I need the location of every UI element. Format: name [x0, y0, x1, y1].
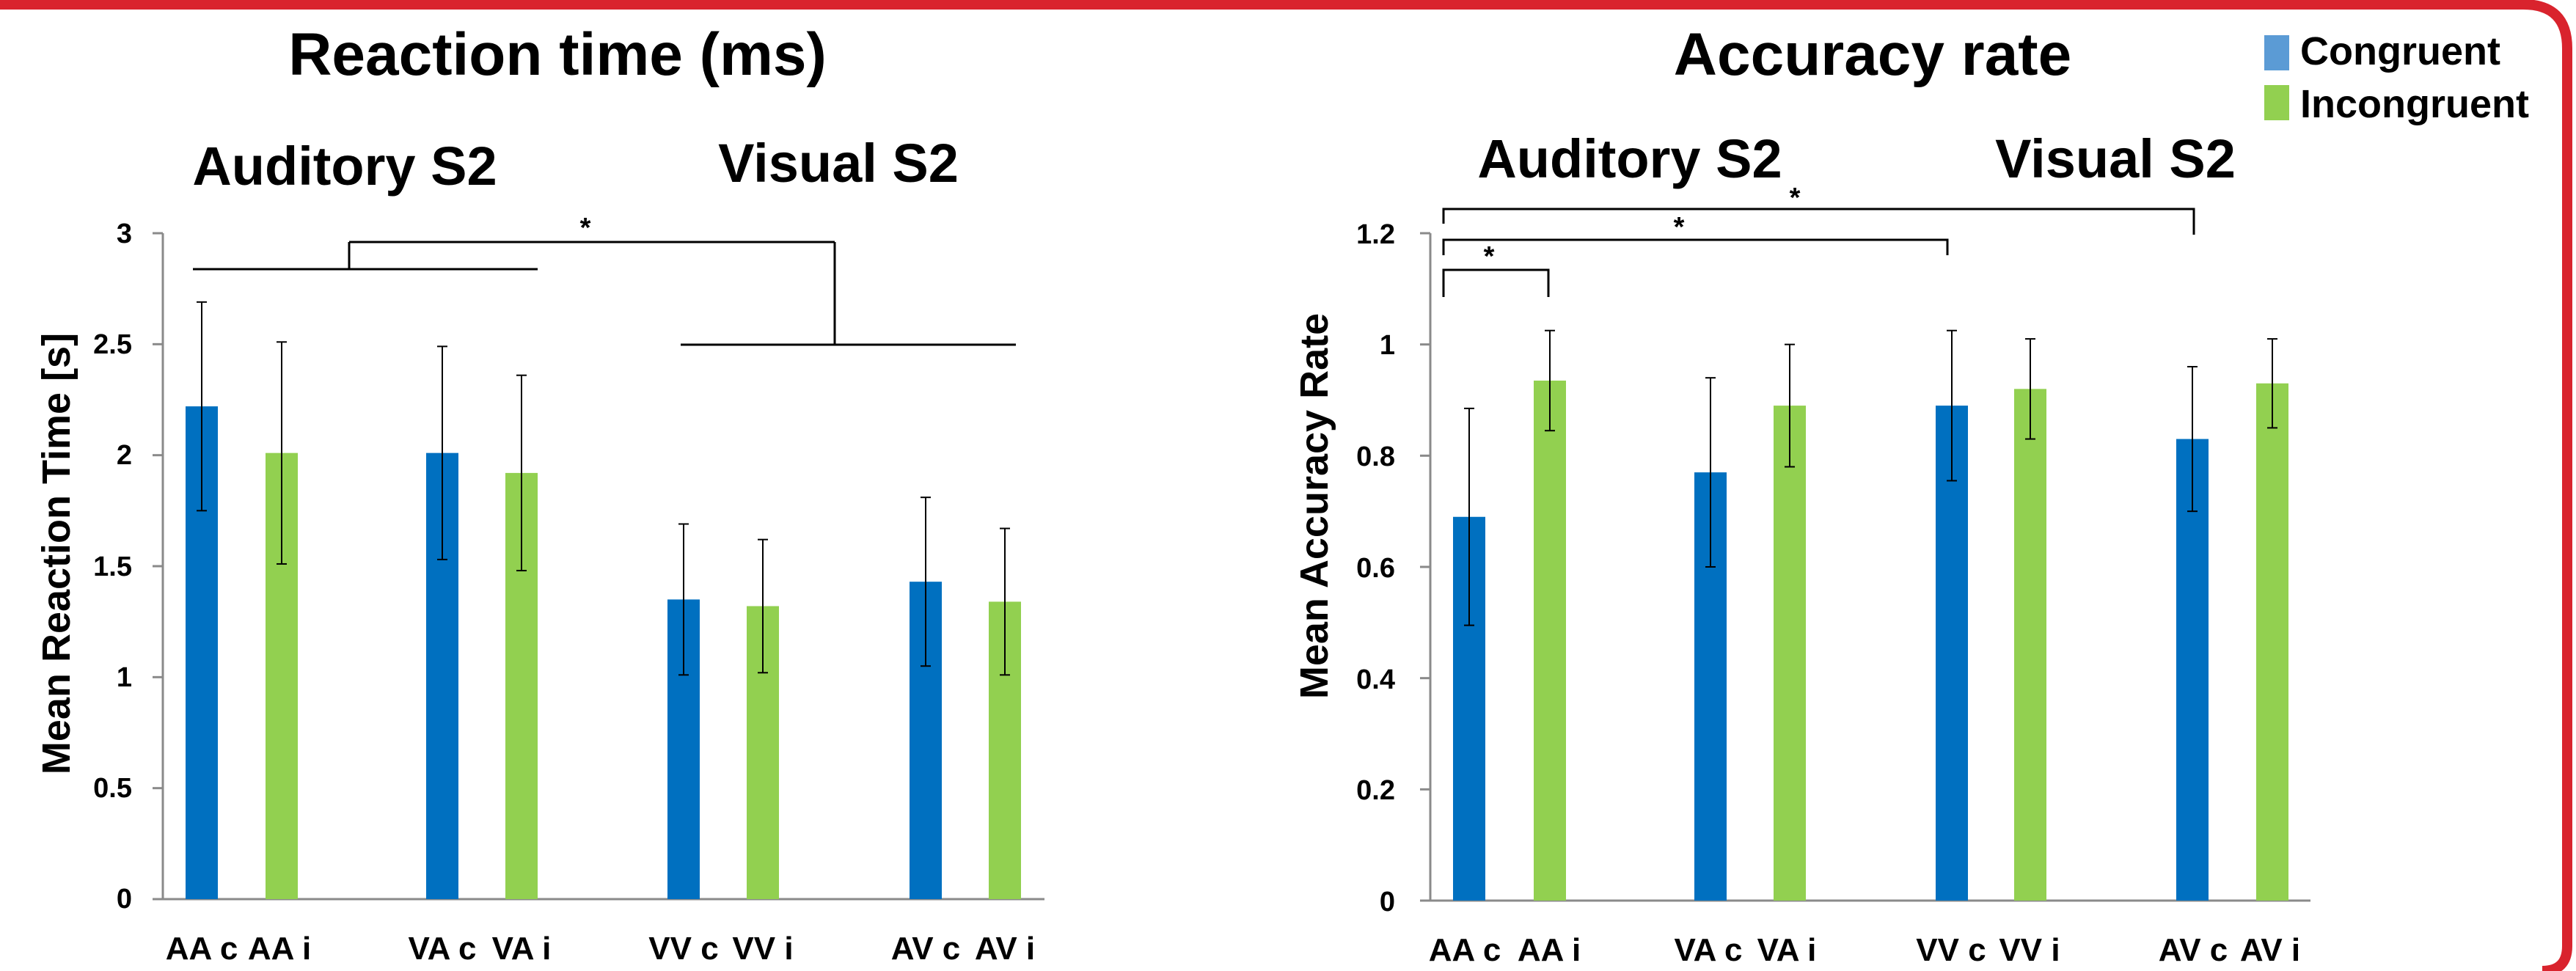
significance-star: *	[1790, 183, 1801, 213]
bar-incongruent	[1534, 380, 1566, 901]
x-tick-label: VV i	[732, 931, 793, 967]
y-tick-label: 2.5	[93, 329, 132, 360]
y-tick-label: 2	[117, 440, 132, 471]
y-tick-label: 0	[1380, 887, 1395, 917]
accuracy-rate-chart: Accuracy rate Auditory S2 Visual S2 Mean…	[1292, 21, 2310, 968]
x-tick-label: AV c	[2159, 932, 2228, 968]
x-tick-label: AA c	[1429, 932, 1501, 968]
y-tick-label: 0	[117, 884, 132, 915]
bars	[186, 301, 1021, 899]
significance-brackets: * * *	[1442, 183, 2195, 297]
y-tick-label: 1.5	[93, 552, 132, 582]
x-tick-label: AA i	[1518, 932, 1581, 968]
y-axis-label: Mean Accuracy Rate	[1292, 313, 1336, 699]
legend-swatch-incongruent	[2264, 85, 2289, 120]
x-tick-label: VA i	[1757, 932, 1817, 968]
legend: Congruent Incongruent	[2264, 29, 2529, 126]
x-tick-label: VV i	[1999, 932, 2060, 968]
x-tick-label: AA i	[248, 931, 311, 967]
significance-brackets: *	[193, 213, 1016, 346]
bar-incongruent	[2014, 389, 2046, 901]
bracket-line	[1442, 208, 2195, 235]
y-tick-label: 0.5	[93, 773, 132, 804]
bracket-line	[1442, 268, 1550, 297]
significance-star: *	[580, 213, 591, 243]
axes	[153, 232, 1044, 901]
bar-incongruent	[1774, 406, 1806, 901]
legend-swatch-congruent	[2264, 35, 2289, 70]
y-tick-label: 1	[117, 662, 132, 693]
bar-congruent	[2176, 439, 2209, 901]
y-tick-label: 0.4	[1356, 664, 1395, 695]
y-tick-label: 0.8	[1356, 441, 1395, 472]
y-tick-label: 1.2	[1356, 219, 1395, 250]
chart-title: Reaction time (ms)	[288, 21, 827, 88]
x-tick-label: AV i	[2240, 932, 2300, 968]
y-tick-label: 1	[1380, 330, 1395, 361]
legend-label-incongruent: Incongruent	[2300, 82, 2529, 126]
x-tick-labels: AA c AA i VA c VA i VV c VV i AV c AV i	[166, 931, 1035, 967]
legend-label-congruent: Congruent	[2300, 29, 2500, 73]
x-tick-label: AA c	[166, 931, 238, 967]
significance-star: *	[1674, 212, 1685, 243]
x-tick-label: AV i	[975, 931, 1035, 967]
x-tick-label: VV c	[648, 931, 718, 967]
bar-incongruent	[2256, 383, 2288, 901]
y-tick-labels: 0 0.5 1 1.5 2 2.5 3	[93, 219, 132, 915]
group-label-auditory: Auditory S2	[192, 136, 497, 197]
y-tick-label: 0.2	[1356, 775, 1395, 806]
significance-star: *	[1484, 241, 1495, 272]
reaction-time-chart: Reaction time (ms) Auditory S2 Visual S2…	[34, 21, 1044, 967]
group-label-visual: Visual S2	[1995, 128, 2236, 189]
group-label-auditory: Auditory S2	[1477, 128, 1782, 189]
x-tick-label: AV c	[891, 931, 961, 967]
y-axis-label: Mean Reaction Time [s]	[34, 333, 78, 774]
axes	[1420, 232, 2310, 902]
y-tick-label: 0.6	[1356, 553, 1395, 584]
x-tick-label: VA c	[409, 931, 477, 967]
bracket-line	[1442, 238, 1949, 255]
y-tick-label: 3	[117, 219, 132, 249]
x-tick-label: VV c	[1916, 932, 1986, 968]
chart-title: Accuracy rate	[1674, 21, 2071, 88]
x-tick-label: VA c	[1675, 932, 1743, 968]
y-tick-labels: 0 0.2 0.4 0.6 0.8 1 1.2	[1356, 219, 1395, 917]
bar-congruent	[1936, 406, 1968, 901]
x-tick-label: VA i	[492, 931, 552, 967]
bars	[1453, 329, 2288, 901]
group-label-visual: Visual S2	[718, 133, 959, 194]
x-tick-labels: AA c AA i VA c VA i VV c VV i AV c AV i	[1429, 932, 2300, 968]
